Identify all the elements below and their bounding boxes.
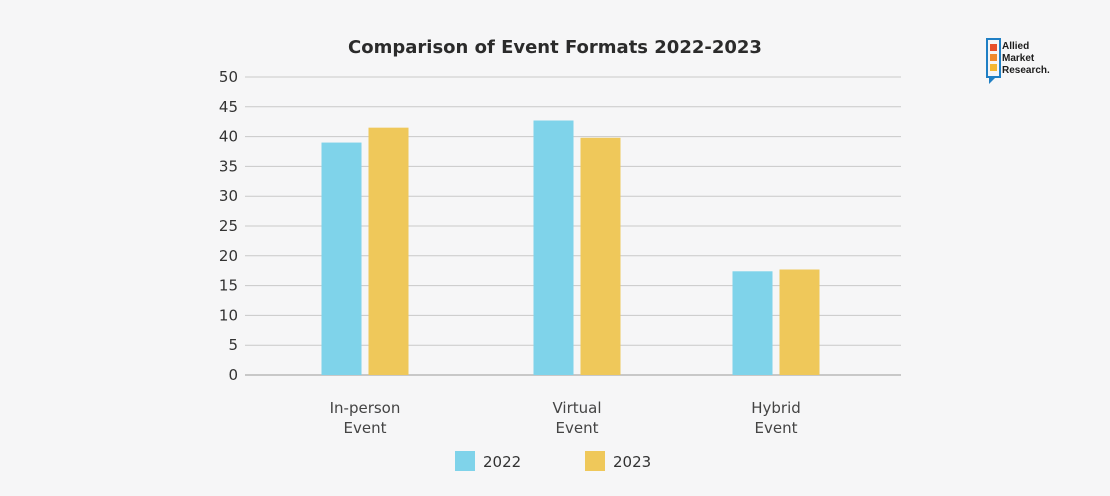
y-tick-label: 35 bbox=[219, 157, 238, 175]
x-category-label: Event bbox=[556, 419, 599, 437]
bar-2022-2 bbox=[732, 271, 773, 375]
logo-mark-icon bbox=[986, 38, 1001, 84]
x-axis-categories: In-person Event Virtual Event Hybrid Event bbox=[330, 399, 801, 437]
bar-2023-1 bbox=[580, 137, 621, 375]
y-tick-label: 15 bbox=[219, 277, 238, 295]
x-category-label: Event bbox=[344, 419, 387, 437]
legend: 2022 2023 bbox=[455, 451, 651, 471]
legend-label-2023: 2023 bbox=[613, 453, 651, 471]
x-category-label: Virtual bbox=[552, 399, 601, 417]
x-category-label: In-person bbox=[330, 399, 401, 417]
y-tick-label: 30 bbox=[219, 187, 238, 205]
allied-market-research-logo: Allied Market Research. bbox=[986, 38, 1086, 88]
bars bbox=[321, 120, 820, 376]
logo-text-market: Market bbox=[1002, 53, 1035, 64]
chart-title: Comparison of Event Formats 2022-2023 bbox=[348, 37, 762, 58]
logo-text-research: Research. bbox=[1002, 65, 1050, 76]
logo-text-allied: Allied bbox=[1002, 41, 1030, 52]
y-tick-label: 25 bbox=[219, 217, 238, 235]
y-tick-label: 10 bbox=[219, 306, 238, 324]
bar-2023-0 bbox=[368, 127, 409, 375]
bar-2022-0 bbox=[321, 142, 362, 375]
y-tick-label: 45 bbox=[219, 98, 238, 116]
bar-2022-1 bbox=[533, 120, 574, 376]
x-category-label: Hybrid bbox=[751, 399, 801, 417]
legend-label-2022: 2022 bbox=[483, 453, 521, 471]
y-tick-label: 0 bbox=[228, 366, 238, 384]
legend-swatch-2022 bbox=[455, 451, 475, 471]
legend-swatch-2023 bbox=[585, 451, 605, 471]
y-axis-ticks: 0 5 10 15 20 25 30 35 40 45 50 bbox=[219, 68, 238, 384]
y-tick-label: 50 bbox=[219, 68, 238, 86]
x-category-label: Event bbox=[755, 419, 798, 437]
y-tick-label: 20 bbox=[219, 247, 238, 265]
bar-2023-2 bbox=[779, 269, 820, 375]
y-tick-label: 5 bbox=[228, 336, 238, 354]
y-tick-label: 40 bbox=[219, 128, 238, 146]
